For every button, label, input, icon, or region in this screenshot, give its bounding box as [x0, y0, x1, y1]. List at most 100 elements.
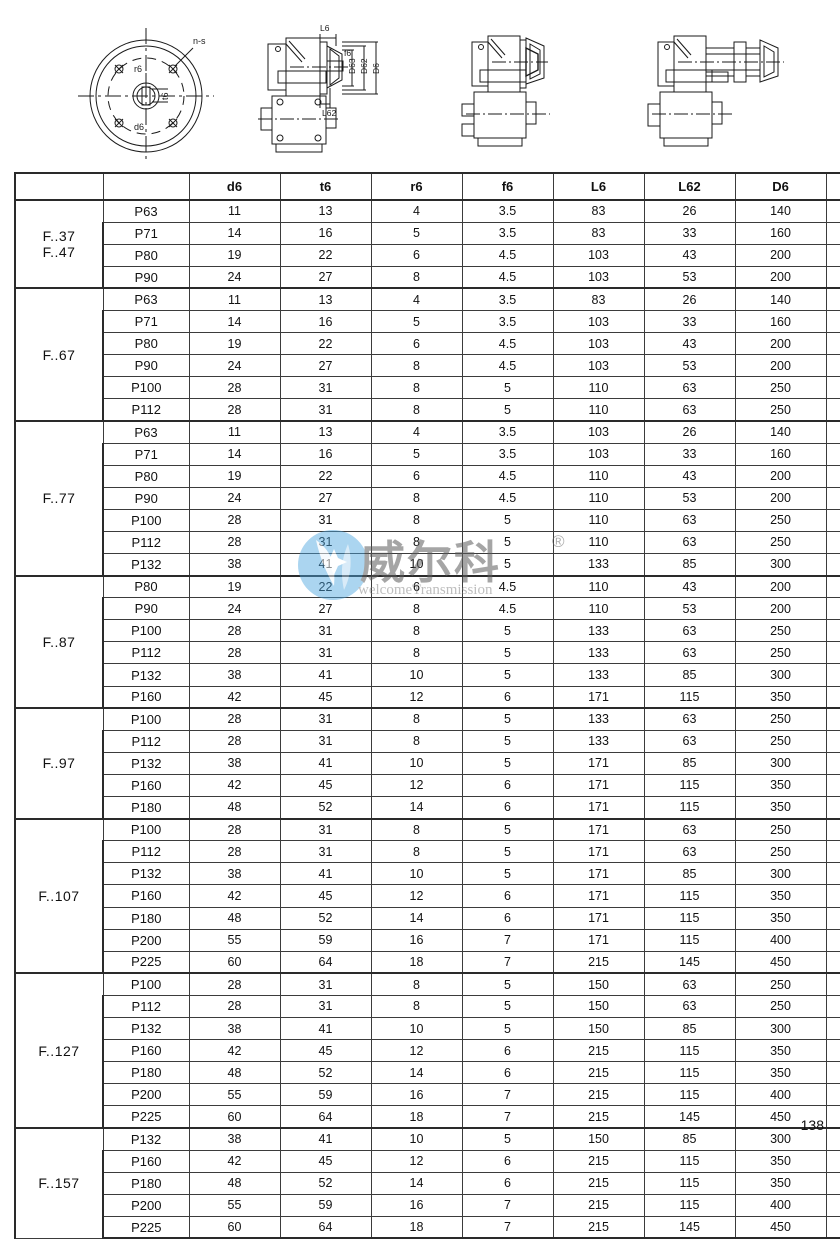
value-cell-d6: 250 [734, 641, 827, 665]
value-cell-d6: 55 [188, 928, 281, 952]
model-label-line: F..47 [42, 244, 76, 261]
motor-size-cell: P132 [102, 1016, 190, 1041]
value-cell-t6: 45 [279, 884, 372, 908]
value-cell-l6: 83 [552, 287, 645, 311]
value-cell-f6: 6 [461, 773, 554, 798]
value-cell-f6: 4.5 [461, 243, 554, 267]
value-cell-l62: 85 [643, 862, 736, 886]
value-cell-l62: 26 [643, 287, 736, 311]
value-cell-l6: 110 [552, 376, 645, 400]
model-label-line: F..67 [42, 346, 76, 363]
value-cell-r6: 5 [370, 309, 463, 334]
value-cell-l62: 63 [643, 729, 736, 753]
value-cell-d6: 250 [734, 508, 827, 532]
value-cell-f6: 6 [461, 906, 554, 930]
value-cell-l62: 115 [643, 1193, 736, 1217]
value-cell-d6: 38 [188, 862, 281, 886]
value-cell-d6: 28 [188, 376, 281, 400]
value-cell-d62: 400 [825, 1215, 840, 1239]
value-cell-l62: 115 [643, 884, 736, 908]
value-cell-d6: 42 [188, 773, 281, 798]
value-cell-d6: 28 [188, 398, 281, 422]
value-cell-l6: 133 [552, 641, 645, 665]
motor-size-cell: P63 [102, 419, 190, 444]
value-cell-l62: 33 [643, 442, 736, 466]
value-cell-l62: 115 [643, 796, 736, 820]
table-row: P2256064187215145450400350 [15, 950, 840, 974]
value-cell-d6: 450 [734, 950, 827, 974]
value-cell-f6: 5 [461, 972, 554, 996]
value-cell-l62: 145 [643, 1215, 736, 1239]
value-cell-l6: 110 [552, 486, 645, 510]
value-cell-d62: 300 [825, 884, 840, 908]
table-row: P2005559167215115400350300 [15, 1193, 840, 1217]
figure-gearbox-view-4 [640, 18, 810, 163]
figure1-label-ns: n-s [193, 36, 206, 46]
value-cell-f6: 6 [461, 1039, 554, 1063]
value-cell-f6: 7 [461, 950, 554, 974]
value-cell-d62: 165 [825, 597, 840, 621]
value-cell-l62: 115 [643, 685, 736, 709]
value-cell-r6: 6 [370, 332, 463, 356]
table-row: P132384110513385300265230 [15, 552, 840, 577]
value-cell-l6: 150 [552, 994, 645, 1018]
value-cell-t6: 31 [279, 840, 372, 864]
value-cell-d6: 28 [188, 817, 281, 842]
value-cell-t6: 52 [279, 1171, 372, 1195]
value-cell-t6: 59 [279, 928, 372, 952]
value-cell-d62: 350 [825, 1083, 840, 1107]
value-cell-l62: 85 [643, 663, 736, 687]
figure1-label-t6: t6 [160, 92, 170, 100]
value-cell-d6: 19 [188, 332, 281, 356]
value-cell-l62: 43 [643, 332, 736, 356]
value-cell-d62: 215 [825, 994, 840, 1018]
value-cell-l62: 53 [643, 354, 736, 378]
value-cell-t6: 52 [279, 796, 372, 820]
value-cell-t6: 31 [279, 376, 372, 400]
table-row: F..97P10028318513363250215180 [14, 707, 840, 820]
value-cell-l6: 171 [552, 840, 645, 864]
value-cell-l62: 63 [643, 817, 736, 842]
value-cell-d6: 350 [734, 1061, 827, 1085]
value-cell-l6: 150 [552, 1016, 645, 1041]
value-cell-d6: 55 [188, 1083, 281, 1107]
motor-size-cell: P80 [102, 243, 190, 267]
value-cell-d6: 38 [188, 1016, 281, 1041]
value-cell-l6: 103 [552, 354, 645, 378]
model-label: F..77 [14, 419, 104, 577]
value-cell-l62: 63 [643, 994, 736, 1018]
value-cell-l6: 133 [552, 729, 645, 753]
value-cell-r6: 14 [370, 1061, 463, 1085]
value-cell-d62: 215 [825, 817, 840, 842]
value-cell-f6: 5 [461, 508, 554, 532]
value-cell-t6: 31 [279, 729, 372, 753]
value-cell-r6: 12 [370, 1149, 463, 1173]
value-cell-d6: 250 [734, 817, 827, 842]
motor-size-cell: P200 [102, 928, 190, 952]
value-cell-d6: 11 [188, 198, 281, 223]
value-cell-r6: 8 [370, 508, 463, 532]
motor-size-cell: P100 [102, 972, 190, 996]
value-cell-d62: 265 [825, 552, 840, 577]
value-cell-f6: 7 [461, 1193, 554, 1217]
value-cell-t6: 27 [279, 486, 372, 510]
value-cell-t6: 45 [279, 685, 372, 709]
value-cell-l6: 103 [552, 243, 645, 267]
value-cell-r6: 4 [370, 287, 463, 311]
value-cell-t6: 31 [279, 817, 372, 842]
value-cell-f6: 6 [461, 1149, 554, 1173]
value-cell-l6: 215 [552, 1039, 645, 1063]
value-cell-d62: 300 [825, 685, 840, 709]
value-cell-d6: 300 [734, 862, 827, 886]
figure2-label-d63: D63 [347, 58, 357, 74]
value-cell-l6: 150 [552, 972, 645, 996]
value-cell-d6: 28 [188, 508, 281, 532]
value-cell-r6: 16 [370, 1193, 463, 1217]
value-cell-t6: 31 [279, 508, 372, 532]
value-cell-l6: 215 [552, 1171, 645, 1195]
value-cell-d62: 400 [825, 1105, 840, 1129]
value-cell-f6: 4.5 [461, 464, 554, 488]
